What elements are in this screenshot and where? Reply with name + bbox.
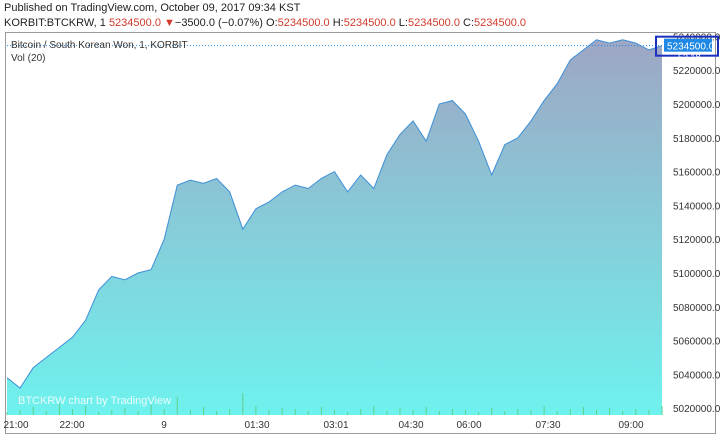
volume-bar bbox=[491, 408, 493, 415]
x-tick-label: 21:00 bbox=[3, 420, 28, 431]
change-arrow: ▼ bbox=[164, 17, 175, 29]
high-value: 5234500.0 bbox=[343, 17, 396, 29]
volume-bar bbox=[242, 393, 244, 415]
change-value: −3500.0 (−0.07%) bbox=[174, 17, 263, 29]
volume-bar bbox=[281, 408, 283, 415]
x-tick-label: 04:30 bbox=[398, 420, 423, 431]
volume-bar bbox=[412, 410, 414, 415]
low-value: 5234500.0 bbox=[407, 17, 460, 29]
volume-bar bbox=[45, 411, 47, 415]
volume-bar bbox=[163, 409, 165, 415]
volume-bar bbox=[530, 410, 532, 415]
published-line: Published on TradingView.com, October 09… bbox=[4, 2, 301, 14]
symbol-label: KORBIT:BTCKRW, 1 bbox=[4, 17, 106, 29]
x-tick-label: 06:00 bbox=[456, 420, 481, 431]
y-tick-label: 5240000.0 bbox=[673, 32, 720, 43]
price-line bbox=[6, 39, 663, 389]
x-tick-label: 03:01 bbox=[323, 420, 348, 431]
last-price-tag bbox=[664, 38, 712, 52]
y-tick-label: 5140000.0 bbox=[673, 201, 720, 212]
ohlc-line: KORBIT:BTCKRW, 1 5234500.0 ▼−3500.0 (−0.… bbox=[4, 17, 526, 29]
last-price-tag-label: 5234500.0 bbox=[667, 42, 715, 53]
volume-bar bbox=[58, 403, 60, 415]
x-tick-label: 9 bbox=[161, 420, 167, 431]
volume-bar bbox=[425, 407, 427, 415]
volume-bar bbox=[438, 411, 440, 415]
volume-bar bbox=[137, 411, 139, 415]
volume-bar bbox=[111, 410, 113, 415]
x-tick-label: 01:30 bbox=[244, 420, 269, 431]
y-tick-label: 5160000.0 bbox=[673, 168, 720, 179]
y-tick-label: 5120000.0 bbox=[673, 235, 720, 246]
volume-bar bbox=[517, 409, 519, 415]
last-price: 5234500.0 bbox=[108, 17, 161, 29]
volume-bar bbox=[386, 411, 388, 415]
volume-tag-label: 53.18 bbox=[678, 53, 701, 63]
volume-bar bbox=[85, 406, 87, 415]
last-price-highlight bbox=[655, 35, 719, 57]
volume-bar bbox=[569, 409, 571, 415]
series-legend: Bitcoin / South Korean Won, 1, KORBIT bbox=[11, 40, 188, 51]
volume-bar bbox=[596, 410, 597, 415]
close-label: C: bbox=[463, 17, 475, 29]
volume-bar bbox=[268, 410, 270, 415]
volume-bar bbox=[320, 407, 322, 415]
y-tick-label: 5060000.0 bbox=[673, 337, 720, 348]
volume-bar bbox=[622, 411, 624, 415]
volume-bar bbox=[124, 408, 126, 415]
y-tick-label: 5080000.0 bbox=[673, 303, 720, 314]
volume-bar bbox=[451, 409, 453, 415]
open-label: O: bbox=[266, 17, 278, 29]
volume-bar bbox=[543, 406, 545, 415]
volume-bar bbox=[661, 406, 663, 415]
volume-bar bbox=[203, 407, 204, 415]
volume-bar bbox=[255, 406, 257, 415]
volume-bar bbox=[334, 410, 335, 415]
volume-bar bbox=[189, 410, 191, 415]
high-label: H: bbox=[332, 17, 344, 29]
volume-bar bbox=[635, 409, 637, 415]
y-tick-label: 5100000.0 bbox=[673, 269, 720, 280]
chart-frame[interactable] bbox=[5, 32, 716, 434]
volume-bar bbox=[609, 408, 611, 415]
volume-bar bbox=[504, 411, 506, 415]
volume-bar bbox=[32, 407, 34, 415]
y-tick-label: 5220000.0 bbox=[673, 66, 720, 77]
watermark: BTCKRW chart by TradingView bbox=[18, 395, 171, 407]
volume-bar bbox=[294, 409, 296, 415]
low-label: L: bbox=[398, 17, 408, 29]
volume-bar bbox=[373, 406, 375, 415]
volume-bar bbox=[399, 408, 401, 415]
y-tick-label: 5200000.0 bbox=[673, 100, 720, 111]
volume-bar bbox=[229, 409, 231, 415]
volume-bar bbox=[6, 412, 8, 415]
volume-bar bbox=[216, 411, 218, 415]
volume-bar bbox=[150, 405, 152, 415]
volume-bar bbox=[19, 410, 21, 415]
volume-bar bbox=[98, 412, 100, 415]
y-tick-label: 5040000.0 bbox=[673, 370, 720, 381]
volume-bar bbox=[556, 411, 558, 415]
volume-bar bbox=[478, 412, 480, 415]
x-tick-label: 09:00 bbox=[618, 420, 643, 431]
close-value: 5234500.0 bbox=[474, 17, 527, 29]
volume-bar bbox=[648, 410, 650, 415]
volume-legend: Vol (20) bbox=[11, 53, 46, 64]
y-tick-label: 5180000.0 bbox=[673, 134, 720, 145]
open-value: 5234500.0 bbox=[277, 17, 330, 29]
volume-bar bbox=[582, 407, 584, 415]
y-tick-label: 5020000.0 bbox=[673, 404, 720, 415]
chart-legend: Bitcoin / South Korean Won, 1, KORBIT Vo… bbox=[11, 39, 188, 65]
volume-bar bbox=[465, 410, 466, 415]
volume-bar bbox=[347, 412, 349, 415]
volume-bar bbox=[72, 409, 73, 415]
volume-bar bbox=[176, 397, 178, 415]
price-area bbox=[7, 39, 662, 416]
volume-bar bbox=[360, 409, 362, 415]
x-tick-label: 07:30 bbox=[535, 420, 560, 431]
x-tick-label: 22:00 bbox=[59, 420, 84, 431]
volume-bar bbox=[307, 411, 309, 415]
